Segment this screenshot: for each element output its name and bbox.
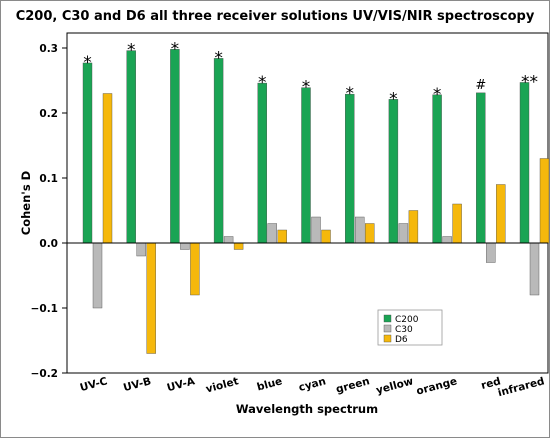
x-tick-label: infrared [497,375,546,399]
bar-c200-uv-b [126,50,136,244]
bar-c200-cyan [301,87,311,244]
x-tick-label: UV-B [122,375,152,394]
legend-label-d6: D6 [395,335,408,345]
x-tick-label: red [480,375,502,392]
bar-d6-green [365,223,375,244]
bar-c200-uv-c [82,62,93,244]
x-tick-label: UV-A [166,375,197,394]
significance-marker: ** [521,72,538,92]
significance-marker: * [127,41,136,61]
x-tick-label: blue [256,375,284,393]
y-tick-label: −0.1 [31,303,58,315]
bar-c30-yellow [398,223,409,244]
bar-d6-orange [452,203,462,244]
y-tick-label: 0.2 [39,108,58,120]
x-tick-label: violet [205,375,240,395]
bar-c30-uv-c [92,242,103,309]
bar-d6-infrared [539,158,550,244]
y-tick-label: 0.1 [39,173,58,185]
bar-c200-yellow [388,99,399,244]
significance-marker: * [171,39,180,59]
significance-marker: * [258,73,267,93]
y-tick-label: −0.2 [31,368,58,380]
significance-marker: * [389,89,398,109]
legend-swatch-c30 [383,324,392,333]
bar-d6-blue [277,229,287,244]
bar-d6-yellow [408,210,419,244]
significance-marker: * [345,84,354,104]
legend-swatch-c200 [383,314,392,323]
bar-c30-blue [267,223,277,244]
bar-c30-infrared [529,242,540,296]
bar-d6-uv-a [190,242,200,296]
significance-marker: # [475,78,486,93]
legend-label-c200: C200 [395,315,419,325]
bar-d6-red [496,184,506,244]
bar-c30-cyan [311,216,321,244]
bar-c200-uv-a [170,49,180,244]
significance-marker: * [433,85,442,105]
bar-d6-uv-b [146,242,156,354]
bar-c30-uv-b [136,242,146,257]
x-tick-label: orange [415,375,458,397]
bar-c30-red [486,242,496,263]
y-tick-label: 0.3 [39,43,58,55]
bar-c200-blue [257,82,267,244]
bar-c200-violet [213,58,224,244]
x-tick-label: cyan [297,375,327,394]
legend-label-c30: C30 [395,325,413,335]
bar-d6-uv-c [102,93,113,244]
x-tick-label: yellow [375,375,415,397]
significance-marker: * [214,48,223,68]
bar-d6-violet [233,242,244,250]
bar-c200-green [345,93,355,244]
bar-c30-orange [442,236,452,244]
x-tick-label: UV-C [79,375,109,394]
y-tick-label: 0.0 [39,238,58,250]
chart-title: C200, C30 and D6 all three receiver solu… [15,9,535,24]
bar-c200-orange [432,94,442,244]
bar-c30-green [355,216,365,244]
x-axis-label: Wavelength spectrum [236,402,378,416]
x-tick-label: green [335,375,371,396]
y-axis-label: Cohen's D [19,171,33,235]
significance-marker: * [302,78,311,98]
significance-marker: * [83,53,92,73]
bar-c200-infrared [519,82,530,244]
bar-c30-uv-a [180,242,190,250]
bar-d6-cyan [321,229,331,244]
bar-c30-violet [223,236,234,244]
legend-swatch-d6 [383,334,392,343]
bar-c200-red [476,92,486,244]
